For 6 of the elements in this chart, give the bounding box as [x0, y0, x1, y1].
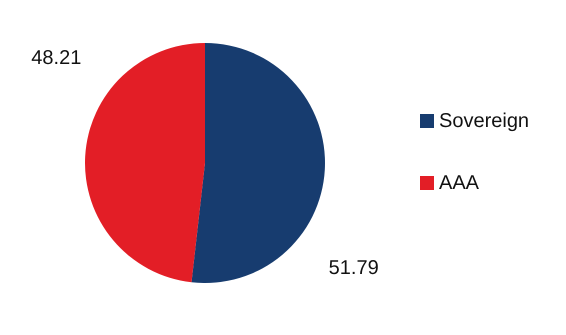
data-label: 51.79: [328, 256, 379, 279]
pie-slice: [192, 43, 325, 283]
pie-slice: [85, 43, 205, 282]
legend-label: Sovereign: [439, 110, 530, 132]
data-label: 48.21: [31, 47, 82, 70]
legend-label: AAA: [439, 172, 480, 194]
